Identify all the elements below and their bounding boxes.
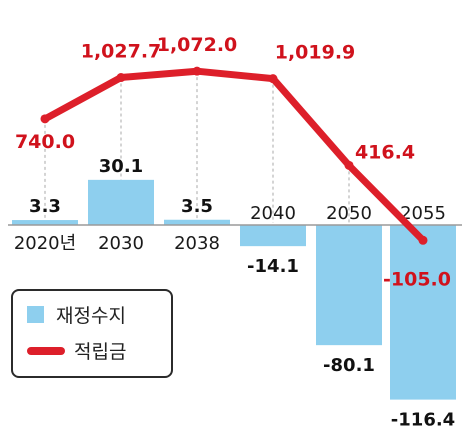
line-swatch-icon: [27, 346, 65, 355]
bar: [12, 220, 78, 225]
bar-value-label: -14.1: [247, 256, 299, 277]
line-point: [418, 235, 428, 245]
legend-line-label: 적립금: [74, 341, 127, 363]
x-tick-label: 2050: [326, 203, 372, 224]
x-tick-label: 2020년: [14, 233, 76, 254]
bar-value-label: 30.1: [99, 156, 143, 177]
bar: [390, 225, 456, 400]
bar-value-label: -116.4: [391, 410, 455, 431]
line-value-label: 1,027.7: [81, 41, 162, 63]
line-value-label: 740.0: [15, 131, 75, 153]
bar-swatch-icon: [27, 306, 44, 323]
line-point: [40, 114, 50, 124]
bar: [240, 225, 306, 247]
bar-value-label: 3.5: [181, 196, 213, 217]
line-point: [116, 73, 126, 83]
bar-value-label: 3.3: [29, 196, 61, 217]
bar: [88, 179, 154, 225]
line-point: [268, 74, 278, 84]
line-value-label: 1,072.0: [157, 34, 238, 56]
x-tick-label: 2055: [400, 203, 446, 224]
line-value-label: 1,019.9: [275, 42, 356, 64]
x-tick-label: 2040: [250, 203, 296, 224]
bar: [164, 219, 230, 225]
line-value-label: 416.4: [355, 141, 415, 163]
bar-value-label: -80.1: [323, 355, 375, 376]
bar: [316, 225, 382, 346]
line-value-label: -105.0: [383, 268, 451, 290]
line-point: [344, 160, 354, 170]
x-tick-label: 2038: [174, 233, 220, 254]
x-tick-label: 2030: [98, 233, 144, 254]
chart-legend: 재정수지 적립금: [11, 289, 173, 378]
legend-item-bar: 재정수지: [27, 301, 126, 328]
reserve-line: [41, 67, 427, 244]
line-point: [192, 66, 202, 76]
legend-bar-label: 재정수지: [56, 305, 126, 327]
legend-item-line: 적립금: [27, 337, 126, 364]
